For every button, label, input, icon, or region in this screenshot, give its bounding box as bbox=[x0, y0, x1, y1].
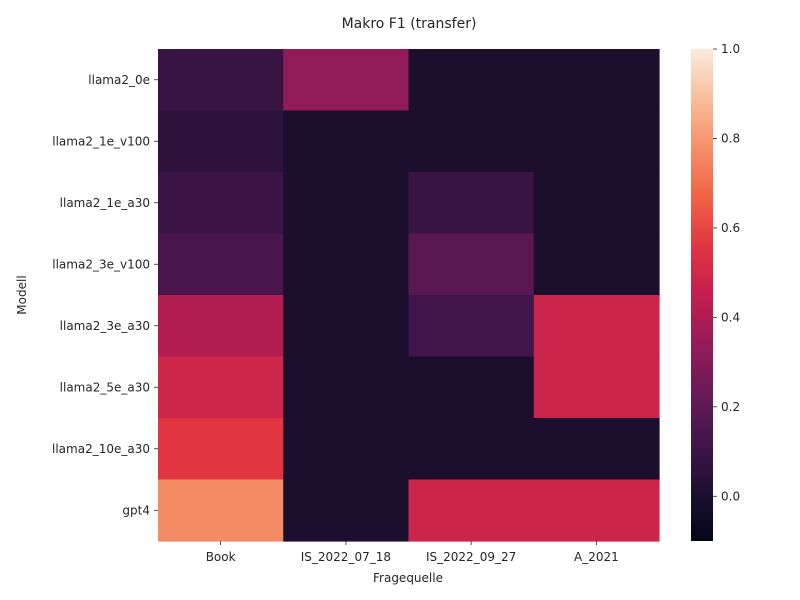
heatmap-cell bbox=[408, 49, 535, 112]
colorbar-tick-label: 0.4 bbox=[721, 310, 740, 324]
colorbar-tick-label: 0.6 bbox=[721, 221, 740, 235]
row-label: llama2_10e_a30 bbox=[52, 442, 150, 456]
row-label: llama2_1e_a30 bbox=[60, 196, 150, 210]
heatmap-cell bbox=[158, 418, 284, 481]
row-label: gpt4 bbox=[122, 503, 150, 517]
heatmap-cell bbox=[408, 479, 535, 542]
heatmap-cell bbox=[408, 110, 535, 173]
heatmap-cell bbox=[283, 49, 410, 112]
heatmap-cell bbox=[533, 418, 660, 481]
chart-title: Makro F1 (transfer) bbox=[342, 16, 477, 32]
column-labels: Book IS_2022_07_18 IS_2022_09_27 A_2021 bbox=[206, 541, 619, 564]
heatmap-cell bbox=[533, 295, 660, 358]
colorbar-tick-label: 0.8 bbox=[721, 131, 740, 145]
heatmap-cell bbox=[283, 356, 410, 419]
heatmap-cell bbox=[158, 233, 284, 296]
heatmap-cell bbox=[533, 233, 660, 296]
row-label: llama2_3e_v100 bbox=[52, 257, 150, 271]
heatmap-cell bbox=[408, 233, 535, 296]
row-label: llama2_0e bbox=[88, 73, 150, 87]
colorbar-tick-label: 0.0 bbox=[721, 489, 740, 503]
heatmap-cell bbox=[408, 295, 535, 358]
heatmap-cell bbox=[283, 110, 410, 173]
heatmap-cell bbox=[283, 295, 410, 358]
column-label: A_2021 bbox=[574, 550, 619, 564]
heatmap-cell bbox=[408, 356, 535, 419]
row-labels: llama2_0e llama2_1e_v100 llama2_1e_a30llam… bbox=[52, 73, 158, 517]
row-label: llama2_3e_a30 bbox=[60, 319, 150, 333]
heatmap-cells bbox=[158, 49, 660, 542]
heatmap-cell bbox=[408, 418, 535, 481]
y-axis-label: Modell bbox=[15, 275, 29, 314]
heatmap-cell bbox=[408, 172, 535, 235]
heatmap-cell bbox=[158, 479, 284, 542]
heatmap-cell bbox=[158, 172, 284, 235]
heatmap-cell bbox=[283, 233, 410, 296]
heatmap-cell bbox=[283, 418, 410, 481]
row-label: llama2_5e_a30 bbox=[60, 380, 150, 394]
heatmap-cell bbox=[533, 172, 660, 235]
column-label: IS_2022_09_27 bbox=[426, 550, 516, 564]
heatmap-cell bbox=[283, 172, 410, 235]
heatmap-cell bbox=[158, 295, 284, 358]
heatmap-cell bbox=[158, 49, 284, 112]
x-axis-label: Fragequelle bbox=[373, 571, 443, 585]
heatmap-cell bbox=[283, 479, 410, 542]
heatmap-cell bbox=[533, 479, 660, 542]
colorbar-ticks: 0.0 0.2 0.4 0.6 0.8 1.0 bbox=[713, 42, 740, 503]
column-label: IS_2022_07_18 bbox=[301, 550, 391, 564]
row-label: llama2_1e_v100 bbox=[52, 134, 150, 148]
colorbar bbox=[691, 49, 713, 541]
heatmap-cell bbox=[533, 110, 660, 173]
heatmap-cell bbox=[533, 49, 660, 112]
colorbar-tick-label: 1.0 bbox=[721, 42, 740, 56]
heatmap-cell bbox=[533, 356, 660, 419]
column-label: Book bbox=[206, 550, 236, 564]
colorbar-tick-label: 0.2 bbox=[721, 400, 740, 414]
heatmap-cell bbox=[158, 110, 284, 173]
heatmap-cell bbox=[158, 356, 284, 419]
